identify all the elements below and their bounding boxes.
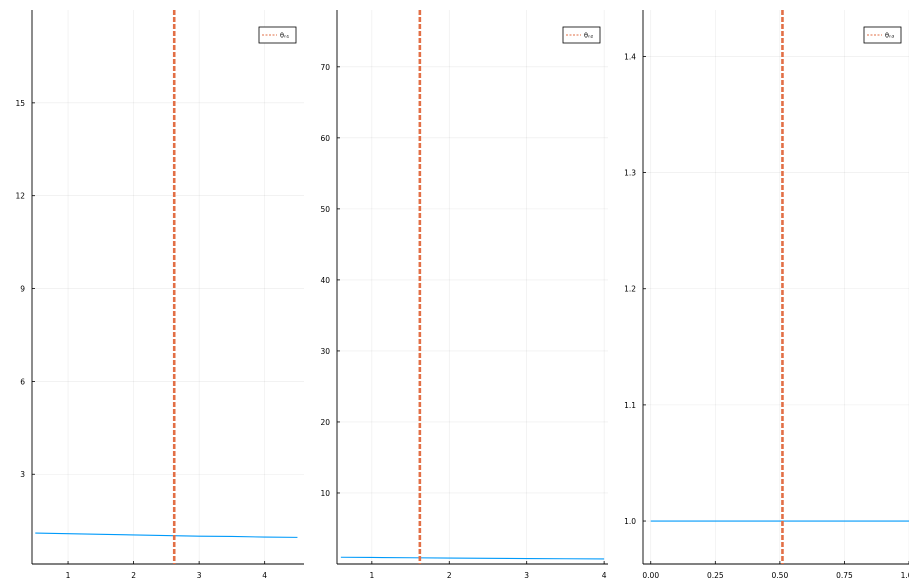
series-line xyxy=(35,532,298,538)
legend: θₙ₁ xyxy=(258,26,297,44)
y-tick-label: 1.1 xyxy=(624,401,636,410)
x-tick-label: 1 xyxy=(66,571,71,580)
x-tick-label: 3 xyxy=(197,571,202,580)
series-line xyxy=(340,556,605,560)
y-tick-label: 15 xyxy=(15,99,25,108)
y-tick-label: 10 xyxy=(320,489,330,498)
x-tick-label: 2 xyxy=(131,571,136,580)
legend-label: θₙ₁ xyxy=(280,32,290,40)
legend: θₙ₃ xyxy=(863,26,902,44)
legend-box xyxy=(258,26,297,44)
legend: θₙ₂ xyxy=(562,26,601,44)
y-tick-label: 1.2 xyxy=(624,285,636,294)
y-tick-label: 6 xyxy=(20,377,25,386)
legend-label: θₙ₃ xyxy=(885,32,895,40)
y-tick-label: 12 xyxy=(15,192,25,201)
y-tick-label: 70 xyxy=(320,63,330,72)
legend-label: θₙ₂ xyxy=(584,32,594,40)
y-tick-label: 1.0 xyxy=(624,517,636,526)
x-tick-label: 0.00 xyxy=(642,571,659,580)
subplot-3: 0.00 0.25 0.50 0.75 1.00 1.0 1.1 1.2 1.3 1.4 θₙ₃ xyxy=(624,10,909,580)
x-tick-label: 1 xyxy=(369,571,374,580)
x-tick-label: 4 xyxy=(602,571,607,580)
x-tick-label: 0.50 xyxy=(772,571,789,580)
y-tick-label: 20 xyxy=(320,418,330,427)
x-tick-label: 1.00 xyxy=(901,571,909,580)
y-tick-label: 1.3 xyxy=(624,169,636,178)
x-tick-label: 4 xyxy=(262,571,267,580)
x-tick-label: 3 xyxy=(524,571,529,580)
y-tick-label: 60 xyxy=(320,134,330,143)
subplot-2: 1 2 3 4 10 20 30 40 50 60 70 θₙ₂ xyxy=(320,10,608,580)
y-tick-label: 1.4 xyxy=(624,52,636,61)
y-tick-label: 40 xyxy=(320,276,330,285)
legend-box xyxy=(863,26,902,44)
y-tick-label: 50 xyxy=(320,205,330,214)
y-tick-label: 9 xyxy=(20,285,25,294)
legend-box xyxy=(562,26,601,44)
y-tick-label: 30 xyxy=(320,347,330,356)
y-tick-label: 3 xyxy=(20,470,25,479)
x-tick-label: 0.75 xyxy=(836,571,853,580)
x-tick-label: 0.25 xyxy=(707,571,724,580)
x-tick-label: 2 xyxy=(447,571,452,580)
